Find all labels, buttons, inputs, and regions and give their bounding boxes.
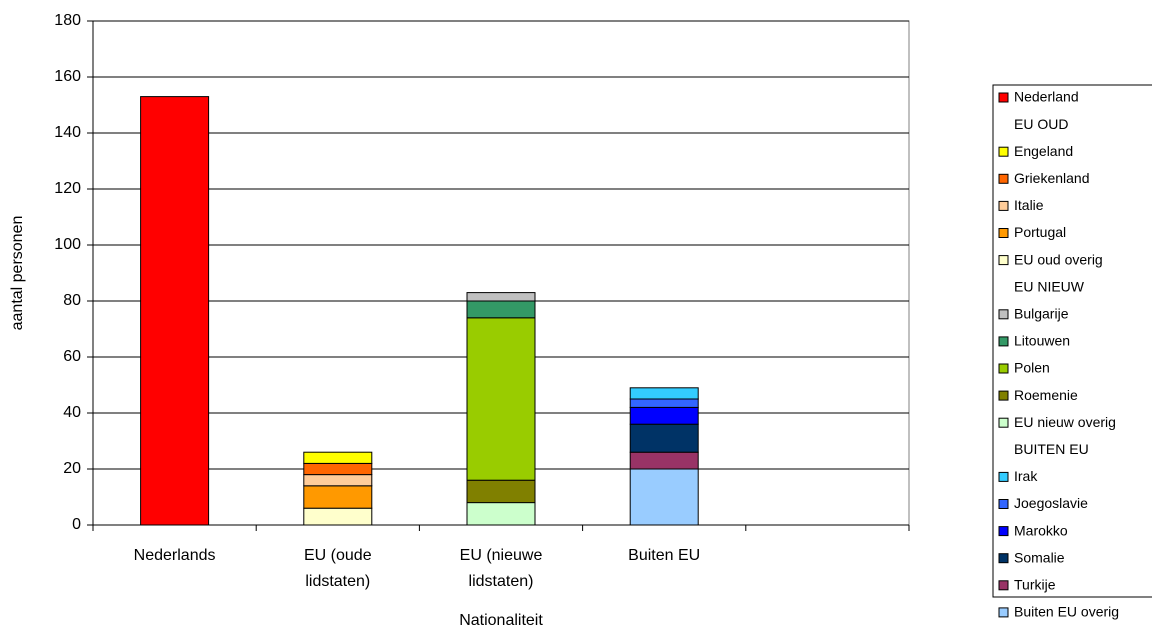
legend-label: Polen [1014, 360, 1050, 376]
legend-label: BUITEN EU [1014, 441, 1089, 457]
bar-segment [466, 479, 536, 504]
legend-label: EU nieuw overig [1014, 414, 1116, 430]
legend-label: Roemenie [1014, 387, 1078, 403]
legend-swatch [998, 92, 1009, 103]
legend-label: Bulgarije [1014, 306, 1069, 322]
legend-label: Engeland [1014, 143, 1073, 159]
x-tick-label: EU (nieuwe lidstaten) [459, 547, 543, 590]
legend-swatch [998, 336, 1009, 347]
y-tick-label: 40 [63, 404, 81, 421]
legend-label: Italie [1014, 197, 1044, 213]
bar-segment [629, 468, 699, 526]
legend-box [992, 84, 1152, 598]
y-tick-label: 140 [54, 124, 81, 141]
legend-swatch [998, 471, 1009, 482]
legend-swatch [998, 553, 1009, 564]
y-tick-label: 180 [54, 12, 81, 29]
bar-segment [466, 317, 536, 481]
legend-label: EU OUD [1014, 116, 1068, 132]
x-tick-label: Buiten EU [628, 547, 701, 564]
legend-swatch [998, 499, 1009, 509]
legend-swatch [998, 390, 1009, 401]
legend-swatch [998, 255, 1009, 266]
y-tick-label: 120 [54, 180, 81, 197]
y-tick-label: 0 [72, 516, 81, 533]
legend-label: Joegoslavie [1014, 495, 1088, 511]
bar-segment [466, 300, 536, 319]
y-tick-label: 100 [54, 236, 81, 253]
bar-segment [303, 507, 373, 526]
legend-swatch [998, 363, 1009, 374]
bar-segment [466, 292, 536, 302]
legend-label: Somalie [1014, 549, 1065, 565]
bar-segment [629, 451, 699, 470]
legend-label: EU oud overig [1014, 251, 1103, 267]
legend-swatch [998, 228, 1009, 238]
legend-swatch [998, 417, 1009, 428]
legend-label: Buiten EU overig [1014, 604, 1119, 620]
bar-segment [303, 462, 373, 476]
legend-swatch [998, 173, 1009, 184]
x-axis-label: Nationaliteit [459, 612, 543, 629]
legend-swatch [998, 607, 1009, 618]
bar-segment [303, 451, 373, 464]
legend-swatch [998, 580, 1009, 591]
legend-label: Marokko [1014, 522, 1068, 538]
legend-swatch [998, 309, 1009, 320]
legend-label: Griekenland [1014, 170, 1090, 186]
bar-segment [629, 387, 699, 400]
x-tick-label: EU (oude lidstaten) [304, 547, 372, 590]
legend-swatch [998, 526, 1009, 537]
bar-segment [629, 423, 699, 453]
y-tick-label: 60 [63, 348, 81, 365]
bar-segment [629, 406, 699, 425]
y-axis-label: aantal personen [9, 216, 26, 331]
legend-label: Turkije [1014, 577, 1056, 593]
bar-segment [303, 474, 373, 487]
y-tick-label: 20 [63, 460, 81, 477]
bar-segment [140, 96, 210, 526]
bar-segment [303, 485, 373, 509]
legend-label: EU NIEUW [1014, 278, 1085, 294]
bar-segment [629, 398, 699, 408]
legend-swatch [998, 200, 1009, 211]
legend-label: Irak [1014, 468, 1038, 484]
legend-label: Litouwen [1014, 333, 1070, 349]
legend-label: Nederland [1014, 89, 1079, 105]
legend-swatch [998, 146, 1009, 157]
y-tick-label: 80 [63, 292, 81, 309]
legend-label: Portugal [1014, 224, 1066, 240]
x-tick-label: Nederlands [133, 547, 216, 564]
y-tick-label: 160 [54, 68, 81, 85]
bar-segment [466, 502, 536, 526]
